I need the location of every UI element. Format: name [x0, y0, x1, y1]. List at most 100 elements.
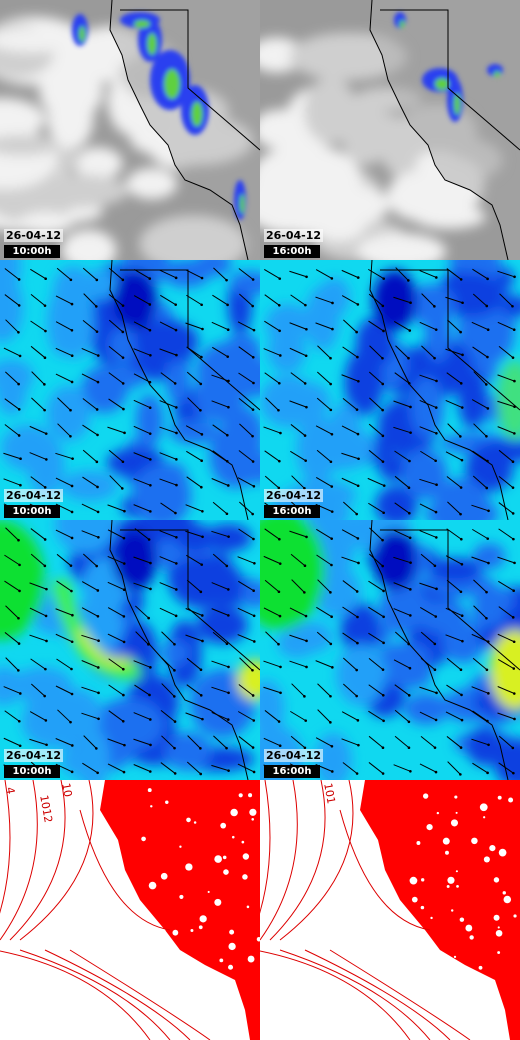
blob [0, 666, 22, 706]
wind-arrow [368, 293, 384, 307]
wind-head [357, 457, 360, 461]
wind-head [95, 564, 98, 568]
wind-head [43, 538, 47, 541]
wind-arrow [211, 321, 229, 331]
wind-arrow [108, 345, 124, 359]
gap [422, 793, 429, 799]
wind-arrow [316, 606, 332, 618]
wind-head [17, 434, 21, 437]
isobar [269, 780, 451, 1040]
wind-head [174, 276, 178, 280]
wind-head [149, 458, 152, 461]
wind-arrow [394, 450, 410, 462]
wind-arrow [317, 709, 331, 723]
wind-head [486, 537, 490, 540]
wind-head [45, 743, 48, 747]
wind-arrow [4, 294, 20, 306]
wind-head [227, 379, 230, 383]
wind-head [17, 304, 21, 307]
wind-arrow [341, 477, 359, 487]
wind-head [199, 772, 203, 776]
blob [93, 698, 165, 752]
wind-head [95, 278, 99, 282]
wind-arrow [133, 425, 151, 435]
wind-head [251, 434, 254, 438]
wind-head [225, 746, 228, 750]
wind-arrow [342, 580, 358, 592]
wind-head [122, 407, 125, 411]
wind-head [17, 382, 20, 386]
wind-arrow [447, 761, 461, 775]
gap [230, 808, 238, 817]
wind-arrow [238, 397, 254, 411]
wind-arrow [315, 296, 333, 304]
wind-head [200, 459, 203, 463]
wind-head [45, 587, 48, 591]
wind-head [96, 380, 100, 384]
wind-head [330, 745, 334, 748]
wind-arrow [82, 449, 98, 463]
wind-head [355, 512, 358, 516]
wind-head [148, 432, 152, 435]
wind-arrow [342, 632, 358, 644]
isobar [9, 780, 191, 1040]
wind-head [175, 483, 178, 487]
wind-head [382, 329, 385, 333]
wind-arrow [445, 711, 463, 721]
wind-head [512, 692, 516, 695]
wind-arrow [419, 270, 437, 278]
wind-arrow [133, 764, 151, 772]
wind-arrow [263, 686, 281, 694]
blob [336, 644, 386, 706]
wind-head [252, 770, 256, 774]
wind-head [70, 510, 74, 514]
wind-head [459, 773, 462, 776]
panel [0, 520, 260, 780]
wind-head [409, 561, 412, 564]
panel-time: 16:00h [264, 505, 320, 518]
wind-head [459, 590, 463, 594]
wind-arrow [394, 502, 410, 514]
wind-arrow [497, 426, 515, 434]
wind-head [123, 509, 126, 513]
wind-arrow [133, 348, 151, 356]
wind-arrow [445, 555, 463, 565]
wind-head [485, 668, 489, 672]
isobar [260, 780, 431, 1040]
rain-core [453, 93, 461, 115]
isobar [279, 780, 471, 1040]
wind-head [251, 746, 255, 749]
blob [500, 295, 520, 317]
panel [0, 0, 260, 260]
isobar [339, 809, 431, 931]
wind-head [461, 353, 464, 357]
wind-head [329, 591, 332, 594]
wind-arrow [341, 295, 359, 305]
wind-arrow [237, 763, 255, 773]
wind-arrow [4, 632, 20, 644]
wind-arrow [394, 631, 410, 645]
wind-head [95, 460, 99, 464]
wind-arrow [368, 657, 384, 671]
wind-arrow [212, 294, 228, 306]
gap [241, 840, 245, 844]
wind-arrow [237, 477, 255, 487]
wind-head [279, 354, 282, 357]
wind-arrow [316, 554, 332, 566]
wind-arrow [56, 580, 72, 592]
wind-arrow [185, 425, 203, 435]
gap [426, 823, 433, 831]
wind-head [460, 406, 464, 409]
wind-arrow [316, 397, 332, 411]
wind-head [487, 743, 490, 747]
blob [378, 454, 410, 481]
wind-head [303, 487, 306, 490]
wind-arrow [419, 763, 437, 773]
wind-head [252, 614, 256, 618]
wind-head [357, 743, 360, 747]
wind-arrow [393, 296, 411, 304]
wind-head [97, 536, 100, 539]
gap [455, 870, 458, 873]
blob-dark [373, 270, 417, 330]
